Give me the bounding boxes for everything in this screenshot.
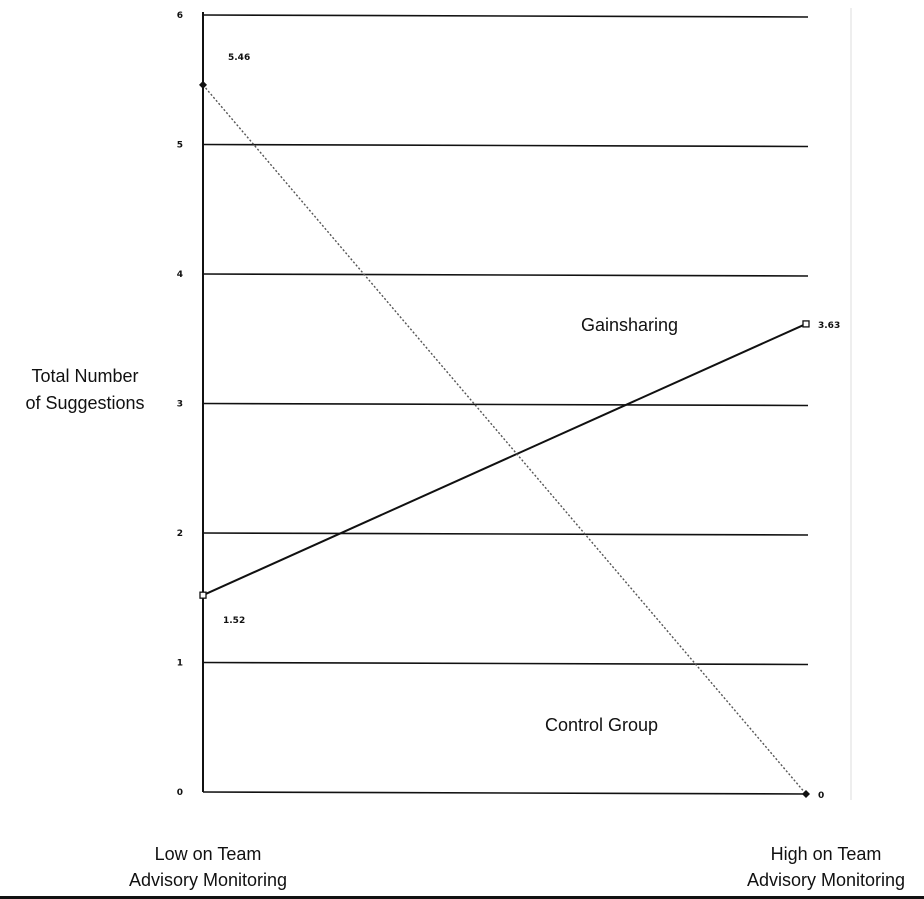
- x-category-high-line1: High on Team: [770, 844, 882, 864]
- series-line-gainsharing: [202, 323, 807, 597]
- marker-gainsharing-0: [199, 591, 207, 599]
- x-category-label-low: Low on Team Advisory Monitoring: [98, 841, 318, 893]
- marker-control-group-0: [199, 80, 207, 89]
- gridline-5: [202, 143, 809, 148]
- x-category-low-line1: Low on Team: [154, 844, 262, 864]
- gridlines: [202, 14, 809, 795]
- y-axis-title: Total Number of Suggestions: [0, 363, 170, 417]
- gridline-4: [202, 273, 809, 277]
- y-axis-title-line2: of Suggestions: [25, 393, 145, 413]
- y-tick-0: 0: [177, 788, 183, 798]
- y-tick-4: 4: [177, 270, 183, 280]
- marker-gainsharing-1: [802, 320, 810, 328]
- data-label-control-group-1: 0: [818, 791, 824, 801]
- data-label-gainsharing-1: 3.63: [818, 321, 840, 331]
- y-tick-1: 1: [177, 659, 183, 669]
- x-category-label-high: High on Team Advisory Monitoring: [716, 841, 924, 893]
- gridline-6: [202, 14, 809, 18]
- data-label-control-group-0: 5.46: [228, 53, 250, 63]
- series-line-control-group: [202, 84, 807, 795]
- y-tick-6: 6: [177, 11, 183, 21]
- series-layer: 1.52 3.63 5.46 0: [199, 53, 840, 801]
- gridline-1: [202, 661, 809, 666]
- y-tick-5: 5: [177, 141, 183, 151]
- y-tick-3: 3: [177, 400, 183, 410]
- bottom-rule: [0, 896, 924, 899]
- data-label-gainsharing-0: 1.52: [223, 616, 245, 626]
- y-axis-title-line1: Total Number: [31, 366, 139, 386]
- y-tick-labels: 0 1 2 3 4 5 6: [177, 11, 183, 798]
- x-category-low-line2: Advisory Monitoring: [128, 870, 288, 890]
- gridline-2: [202, 532, 809, 536]
- y-tick-2: 2: [177, 529, 183, 539]
- gridline-0: [202, 791, 809, 795]
- x-category-high-line2: Advisory Monitoring: [746, 870, 906, 890]
- series-name-gainsharing: Gainsharing: [581, 315, 678, 335]
- marker-control-group-1: [802, 790, 810, 798]
- series-name-control-group: Control Group: [545, 715, 658, 735]
- gridline-3: [202, 402, 809, 407]
